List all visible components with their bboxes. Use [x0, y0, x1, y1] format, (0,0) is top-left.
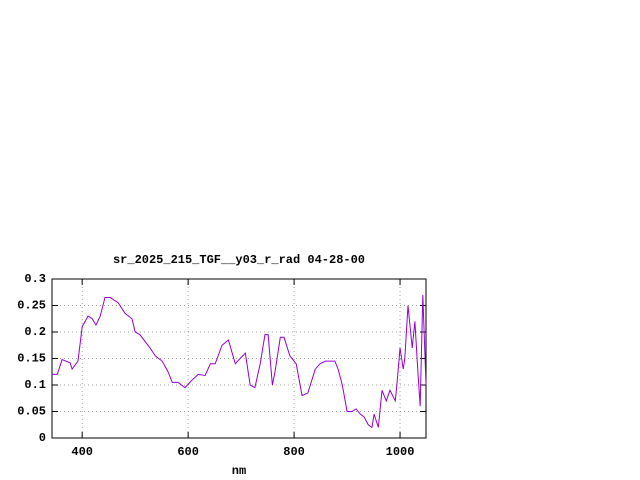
- x-tick-label: 600: [177, 445, 199, 459]
- y-tick-label: 0: [39, 431, 46, 445]
- x-tick-label: 400: [71, 445, 93, 459]
- y-tick-label: 0.15: [17, 352, 46, 366]
- plot-border: [51, 278, 427, 439]
- y-tick-label: 0.1: [24, 378, 46, 392]
- chart-title: sr_2025_215_TGF__y03_r_rad 04-28-00: [113, 253, 365, 267]
- y-tick-label: 0.3: [24, 272, 46, 286]
- x-axis-label: nm: [232, 464, 246, 478]
- y-tick-label: 0.2: [24, 325, 46, 339]
- data-line: [52, 294, 427, 429]
- x-tick-label: 1000: [386, 445, 415, 459]
- x-tick-label: 800: [283, 445, 305, 459]
- y-tick-label: 0.05: [17, 405, 46, 419]
- y-tick-label: 0.25: [17, 299, 46, 313]
